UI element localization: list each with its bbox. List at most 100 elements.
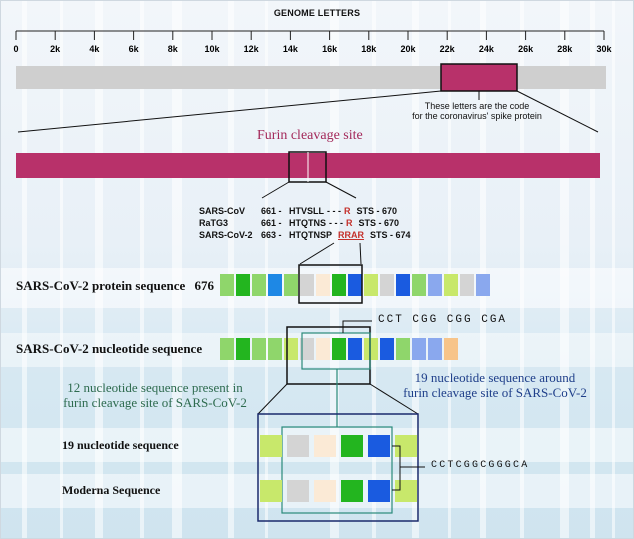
- protein-cell: [220, 274, 234, 296]
- protein-cell: [412, 274, 426, 296]
- alignment-seq: HTQTNSP: [289, 230, 333, 240]
- alignment-name: SARS-CoV-2: [199, 230, 253, 240]
- protein-cell: [396, 274, 410, 296]
- codons-top: CCT CGG CGG CGA: [378, 314, 508, 326]
- alignment-row: SARS-CoV-2 663 - HTQTNSP RRAR STS - 674: [199, 230, 411, 240]
- row-19-cell: [341, 435, 363, 457]
- nucleotide-cell: [412, 338, 426, 360]
- axis-tick-label: 22k: [439, 44, 455, 54]
- nucleotide-cell: [300, 338, 314, 360]
- axis-tick-label: 18k: [361, 44, 377, 54]
- protein-cell: [284, 274, 298, 296]
- axis-tick-label: 16k: [322, 44, 338, 54]
- nucleotide-12-box: [301, 332, 371, 370]
- axis-tick-label: 6k: [128, 44, 139, 54]
- protein-cell: [364, 274, 378, 296]
- alignment-tail: STS - 670: [356, 206, 398, 216]
- protein-sequence-label-text: SARS-CoV-2 protein sequence: [16, 278, 186, 293]
- row-19-cell: [287, 435, 309, 457]
- protein-sequence-number: 676: [194, 278, 215, 293]
- nucleotide-cell: [252, 338, 266, 360]
- note-19-line-1: 19 nucleotide sequence around: [414, 370, 576, 385]
- alignment-tail: STS - 670: [358, 218, 400, 228]
- alignment-seq: HTQTNS: [289, 218, 326, 228]
- spike-caption: These letters are the code for the coron…: [392, 101, 562, 121]
- axis-tick-label: 2k: [50, 44, 61, 54]
- expand-line-right: [516, 90, 599, 133]
- axis-tick-label: 20k: [400, 44, 416, 54]
- alignment-insert: R: [344, 206, 351, 216]
- nucleotide-cell: [284, 338, 298, 360]
- protein-sequence-label: SARS-CoV-2 protein sequence 676: [16, 278, 214, 294]
- nucleotide-cell: [428, 338, 442, 360]
- furin-zoom-right: [325, 181, 357, 199]
- nucleotide-cell: [220, 338, 234, 360]
- axis-tick-label: 24k: [478, 44, 494, 54]
- codons-top-callout: [342, 320, 372, 333]
- protein-cell: [428, 274, 442, 296]
- axis-tick-label: 30k: [596, 44, 612, 54]
- alignment-name: RaTG3: [199, 218, 229, 228]
- row-moderna-cell: [260, 480, 282, 502]
- alignment-gap: - - -: [329, 218, 343, 228]
- protein-cell: [460, 274, 474, 296]
- nucleotide-sequence-label: SARS-CoV-2 nucleotide sequence: [16, 341, 203, 356]
- row-19-label: 19 nucleotide sequence: [62, 438, 179, 452]
- nucleotide-cell: [316, 338, 330, 360]
- row-19-cell: [260, 435, 282, 457]
- nucleotide-cell: [396, 338, 410, 360]
- axis-tick-label: 14k: [282, 44, 298, 54]
- protein-cell: [300, 274, 314, 296]
- protein-cell: [380, 274, 394, 296]
- note-19-line-2: furin cleavage site of SARS-CoV-2: [403, 385, 587, 400]
- alignment-pos: 661 -: [261, 218, 282, 228]
- alignment-row: RaTG3 661 - HTQTNS - - - R STS - 670: [199, 218, 399, 228]
- expand-line-left: [17, 90, 442, 133]
- protein-cell: [236, 274, 250, 296]
- nucleotide-cell: [332, 338, 346, 360]
- axis-tick-label: 12k: [243, 44, 259, 54]
- alignment-insert: R: [346, 218, 353, 228]
- alignment-row: SARS-CoV 661 - HTVSLL - - - R STS - 670: [199, 206, 397, 216]
- codons-bottom-bracket: [392, 445, 401, 491]
- row-19-cell: [314, 435, 336, 457]
- bottom-zoom-right: [369, 383, 419, 415]
- spike-caption-line-2: for the coronavirus' spike protein: [412, 111, 542, 121]
- protein-cell: [332, 274, 346, 296]
- protein-cell: [268, 274, 282, 296]
- bottom-12-box: [281, 426, 393, 514]
- row-moderna-cell: [368, 480, 390, 502]
- row-moderna-label: Moderna Sequence: [62, 483, 161, 497]
- nucleotide-cell: [444, 338, 458, 360]
- axis-title: GENOME LETTERS: [273, 8, 361, 18]
- furin-zoom-left: [261, 181, 290, 199]
- protein-cell: [252, 274, 266, 296]
- spike-caption-line-1: These letters are the code: [424, 101, 530, 111]
- row-19-cell: [368, 435, 390, 457]
- row-moderna-cell: [395, 480, 417, 502]
- protein-cell: [444, 274, 458, 296]
- row-moderna-cell: [314, 480, 336, 502]
- nucleotide-cell: [268, 338, 282, 360]
- row-moderna-cell: [287, 480, 309, 502]
- protein-cell: [316, 274, 330, 296]
- nucleotide-cell: [380, 338, 394, 360]
- alignment-seq: HTVSLL: [289, 206, 324, 216]
- alignment-pos: 661 -: [261, 206, 282, 216]
- axis-tick-label: 10k: [204, 44, 220, 54]
- protein-zoom-right: [359, 242, 362, 265]
- nucleotide-cell: [236, 338, 250, 360]
- protein-cell: [476, 274, 490, 296]
- alignment-tail: STS - 674: [370, 230, 411, 240]
- codons-bottom: CCTCGGCGGGCA: [431, 460, 530, 471]
- note-12-line-1: 12 nucleotide sequence present in: [67, 380, 243, 395]
- alignment-name: SARS-CoV: [199, 206, 246, 216]
- bottom-zoom-left: [257, 383, 288, 415]
- axis-tick-label: 8k: [167, 44, 178, 54]
- alignment-pos: 663 -: [261, 230, 282, 240]
- row-moderna-cell: [341, 480, 363, 502]
- axis-tick-label: 26k: [518, 44, 534, 54]
- alignment-insert: RRAR: [338, 230, 365, 240]
